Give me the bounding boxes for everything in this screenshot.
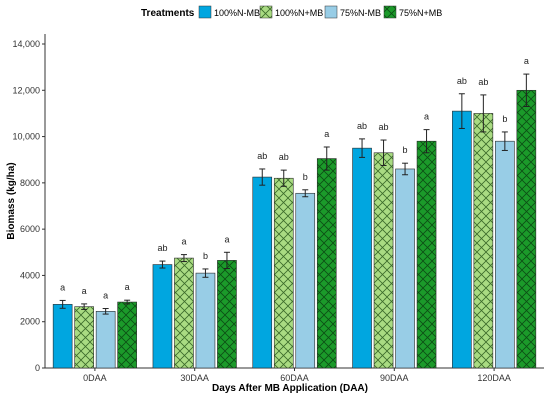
significance-label: ab <box>257 151 267 161</box>
x-tick-label: 120DAA <box>477 373 511 383</box>
significance-label: b <box>502 114 507 124</box>
y-axis-ticks: 0 2000 4000 6000 8000 10,000 12,000 14,000 <box>12 39 45 373</box>
bar-90DAA-1 <box>373 152 394 369</box>
significance-label: a <box>224 234 229 244</box>
bar-90DAA-0 <box>352 147 372 369</box>
y-tick-label: 12,000 <box>12 85 40 95</box>
bar-90DAA-3 <box>416 140 437 369</box>
y-tick-label: 8000 <box>20 178 40 188</box>
legend-swatch-75n-plus-mb <box>383 5 397 19</box>
bar-60DAA-3 <box>316 158 337 369</box>
significance-label: a <box>125 282 130 292</box>
significance-label: a <box>524 56 529 66</box>
significance-label: ab <box>279 152 289 162</box>
y-tick-label: 6000 <box>20 224 40 234</box>
significance-label: ab <box>357 121 367 131</box>
legend-label-100n-mb: 100%N-MB <box>214 8 260 18</box>
significance-label: b <box>303 172 308 182</box>
y-tick-label: 4000 <box>20 270 40 280</box>
bar-30DAA-3 <box>217 260 237 369</box>
legend-label-75n-mb: 75%N-MB <box>340 8 381 18</box>
bar-60DAA-0 <box>252 176 273 369</box>
x-tick-label: 0DAA <box>83 373 107 383</box>
bar-0DAA-0 <box>52 304 73 369</box>
bar-30DAA-0 <box>152 264 173 369</box>
bar-120DAA-1 <box>473 113 494 369</box>
significance-label: ab <box>457 76 467 86</box>
x-axis-ticks: 0DAA 30DAA 60DAA 90DAA 120DAA <box>83 368 511 383</box>
legend-swatch-100n-plus-mb <box>259 5 273 19</box>
y-tick-label: 2000 <box>20 317 40 327</box>
x-tick-label: 30DAA <box>180 373 209 383</box>
bar-0DAA-3 <box>117 301 137 369</box>
y-tick-label: 14,000 <box>12 39 40 49</box>
x-tick-label: 90DAA <box>380 373 409 383</box>
significance-label: a <box>82 286 87 296</box>
bar-30DAA-2 <box>195 272 216 369</box>
bar-30DAA-1 <box>174 257 194 369</box>
y-axis-title: Biomass (kg/ha) <box>6 162 17 239</box>
significance-label: ab <box>478 77 488 87</box>
legend-swatch-100n-mb <box>198 5 212 19</box>
bar-0DAA-1 <box>74 306 94 369</box>
y-tick-label: 0 <box>35 363 40 373</box>
legend-label-100n-plus-mb: 100%N+MB <box>275 8 323 18</box>
significance-label: a <box>324 129 329 139</box>
bar-120DAA-3 <box>516 89 537 369</box>
significance-label: b <box>203 251 208 261</box>
bar-120DAA-0 <box>452 110 472 369</box>
significance-label: a <box>60 282 65 292</box>
significance-label: a <box>103 291 108 301</box>
bar-0DAA-2 <box>95 310 116 369</box>
bar-90DAA-2 <box>395 168 415 369</box>
legend-title: Treatments <box>141 8 195 19</box>
bar-60DAA-2 <box>295 192 316 369</box>
legend-label-75n-plus-mb: 75%N+MB <box>399 8 442 18</box>
significance-label: ab <box>379 122 389 132</box>
bar-60DAA-1 <box>273 177 294 369</box>
legend-swatch-75n-mb <box>324 5 338 19</box>
y-tick-label: 10,000 <box>12 132 40 142</box>
x-axis-title: Days After MB Application (DAA) <box>212 383 368 394</box>
significance-label: ab <box>157 243 167 253</box>
bar-120DAA-2 <box>495 140 515 369</box>
x-tick-label: 60DAA <box>280 373 309 383</box>
legend: Treatments 100%N-MB 100%N+MB 75%N-MB 75%… <box>141 5 442 19</box>
significance-label: a <box>424 112 429 122</box>
significance-label: a <box>181 237 186 247</box>
significance-label: b <box>403 145 408 155</box>
